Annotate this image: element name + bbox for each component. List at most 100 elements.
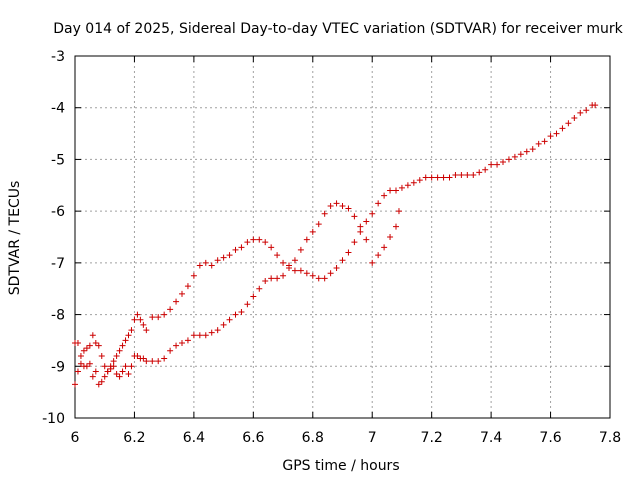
data-point [74, 340, 81, 347]
y-tick-label: -8 [51, 308, 65, 324]
data-point [113, 371, 120, 378]
data-point [214, 327, 221, 334]
y-tick-label: -9 [51, 359, 65, 375]
data-point [577, 109, 584, 116]
data-point [280, 259, 287, 266]
x-tick-label: 6.4 [183, 430, 205, 446]
data-point [494, 161, 501, 168]
x-tick-label: 7.8 [599, 430, 621, 446]
data-point [95, 342, 102, 349]
x-tick-label: 7.2 [421, 430, 443, 446]
data-point [220, 321, 227, 328]
data-point [351, 239, 358, 246]
data-point [363, 218, 370, 225]
data-point [321, 210, 328, 217]
y-tick-label: -7 [51, 256, 65, 272]
data-point [190, 332, 197, 339]
data-point [196, 332, 203, 339]
data-point [333, 265, 340, 272]
data-point [116, 347, 123, 354]
data-point [179, 340, 185, 347]
x-tick-label: 7.4 [480, 430, 502, 446]
data-point [280, 272, 287, 279]
data-point [86, 342, 93, 349]
data-point [161, 311, 168, 318]
data-point [583, 107, 590, 114]
data-point [101, 373, 108, 380]
data-point [137, 316, 144, 323]
data-point [559, 125, 566, 132]
data-point [80, 347, 87, 354]
data-points [72, 102, 599, 388]
data-point [291, 267, 298, 274]
data-point [104, 368, 111, 375]
data-point [89, 332, 96, 339]
data-point [92, 340, 99, 347]
data-point [268, 275, 275, 282]
data-point [226, 252, 233, 259]
data-point [345, 249, 352, 256]
data-point [327, 202, 334, 209]
data-point [238, 308, 245, 315]
data-point [149, 358, 156, 365]
x-tick-label: 6.8 [302, 430, 324, 446]
data-point [95, 381, 102, 388]
data-point [327, 270, 334, 277]
data-point [375, 200, 382, 207]
data-point [196, 262, 203, 269]
data-point [190, 272, 197, 279]
data-point [134, 352, 141, 359]
data-point [274, 275, 281, 282]
data-point [381, 192, 388, 199]
data-point [113, 352, 120, 359]
data-point [357, 223, 364, 230]
data-point [122, 337, 129, 344]
y-tick-label: -6 [51, 204, 65, 220]
data-point [541, 138, 548, 145]
data-point [357, 228, 364, 235]
y-axis-label: SDTVAR / TECUs [7, 181, 23, 296]
data-point [321, 275, 328, 282]
data-point [179, 290, 185, 297]
data-point [500, 159, 506, 166]
data-point [140, 321, 147, 328]
data-point [122, 363, 129, 370]
data-point [140, 355, 147, 362]
y-tick-label: -4 [51, 101, 65, 117]
data-point [77, 352, 84, 359]
data-point [226, 316, 233, 323]
x-tick-label: 6.2 [123, 430, 145, 446]
data-point [77, 360, 84, 367]
data-point [202, 332, 209, 339]
data-point [107, 365, 114, 372]
data-point [208, 262, 215, 269]
data-point [202, 259, 209, 266]
data-point [262, 239, 269, 246]
data-point [309, 228, 316, 235]
data-point [529, 146, 536, 153]
data-point [134, 311, 141, 318]
data-point [220, 254, 227, 261]
data-point [592, 102, 599, 109]
data-point [297, 267, 304, 274]
data-point [232, 246, 239, 253]
data-point [547, 133, 554, 140]
data-point [470, 171, 477, 178]
data-point [72, 381, 78, 388]
data-point [128, 363, 135, 370]
data-point [416, 177, 423, 184]
data-point [268, 244, 275, 251]
data-point [363, 236, 370, 243]
x-tick-label: 6 [71, 430, 80, 446]
data-point [262, 277, 269, 284]
x-tick-label: 6.6 [242, 430, 264, 446]
y-tick-label: -3 [51, 49, 65, 65]
data-point [274, 252, 281, 259]
data-point [434, 174, 441, 181]
data-point [238, 244, 245, 251]
data-point [125, 332, 132, 339]
plot-frame [74, 55, 611, 419]
data-point [303, 236, 310, 243]
data-point [395, 208, 402, 215]
